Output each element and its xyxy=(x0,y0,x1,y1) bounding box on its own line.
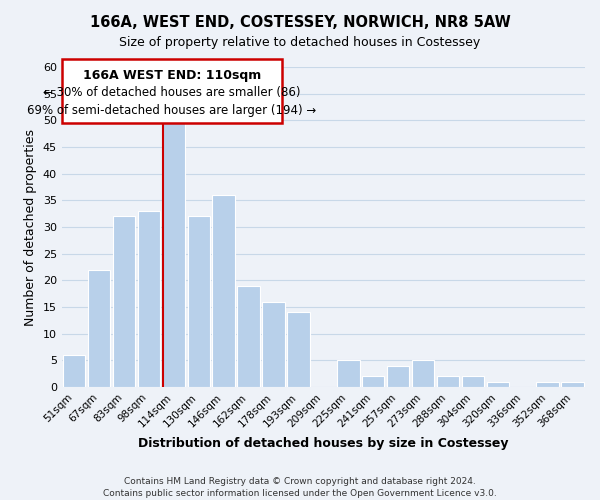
Bar xyxy=(163,120,185,387)
Bar xyxy=(461,376,484,387)
Text: Contains public sector information licensed under the Open Government Licence v3: Contains public sector information licen… xyxy=(103,488,497,498)
Bar xyxy=(188,216,210,387)
Bar xyxy=(238,286,260,387)
Text: 166A, WEST END, COSTESSEY, NORWICH, NR8 5AW: 166A, WEST END, COSTESSEY, NORWICH, NR8 … xyxy=(89,15,511,30)
Bar xyxy=(412,360,434,387)
Bar xyxy=(113,216,135,387)
Bar xyxy=(437,376,459,387)
Bar xyxy=(212,195,235,387)
Bar xyxy=(63,355,85,387)
Text: 69% of semi-detached houses are larger (194) →: 69% of semi-detached houses are larger (… xyxy=(27,104,317,118)
Bar xyxy=(138,211,160,387)
Bar xyxy=(562,382,584,387)
Bar xyxy=(487,382,509,387)
Text: 166A WEST END: 110sqm: 166A WEST END: 110sqm xyxy=(83,68,261,82)
Bar xyxy=(262,302,285,387)
Bar xyxy=(536,382,559,387)
Text: Contains HM Land Registry data © Crown copyright and database right 2024.: Contains HM Land Registry data © Crown c… xyxy=(124,477,476,486)
X-axis label: Distribution of detached houses by size in Costessey: Distribution of detached houses by size … xyxy=(138,437,509,450)
Bar xyxy=(287,312,310,387)
Y-axis label: Number of detached properties: Number of detached properties xyxy=(24,128,37,326)
Bar xyxy=(387,366,409,387)
Bar xyxy=(88,270,110,387)
FancyBboxPatch shape xyxy=(62,59,281,123)
Bar xyxy=(337,360,359,387)
Text: ← 30% of detached houses are smaller (86): ← 30% of detached houses are smaller (86… xyxy=(43,86,301,99)
Bar xyxy=(362,376,385,387)
Text: Size of property relative to detached houses in Costessey: Size of property relative to detached ho… xyxy=(119,36,481,49)
